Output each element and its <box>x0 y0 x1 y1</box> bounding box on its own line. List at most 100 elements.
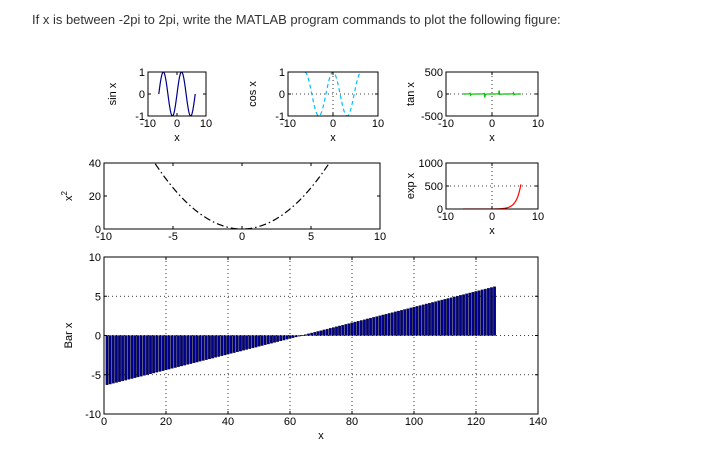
bar <box>263 335 267 345</box>
x-tick-label: 10 <box>374 231 386 243</box>
bar <box>189 335 193 364</box>
bar <box>366 318 369 336</box>
exp-ylabel: exp x <box>405 172 417 199</box>
bar <box>406 308 410 336</box>
exp-axes-box <box>445 162 539 210</box>
bar <box>449 297 453 336</box>
bar <box>167 335 171 370</box>
bar <box>325 328 329 336</box>
x-tick-label: 10 <box>372 118 384 130</box>
bar <box>108 335 112 385</box>
bar <box>186 335 190 365</box>
bar <box>437 300 441 336</box>
bar <box>214 335 217 358</box>
bar <box>428 303 431 336</box>
y-tick-label: 5 <box>95 291 101 303</box>
bar <box>474 291 478 336</box>
y-tick-label: 0 <box>279 89 285 101</box>
bar <box>353 321 357 336</box>
x-tick-label: 80 <box>346 416 358 428</box>
bar <box>208 335 211 360</box>
x-tick-label: 140 <box>529 416 547 428</box>
bar <box>177 335 180 367</box>
x-tick-label: 0 <box>330 118 336 130</box>
tan-ylabel: tan x <box>405 82 417 106</box>
bar <box>155 335 159 373</box>
x-tick-label: -5 <box>168 231 178 243</box>
bar <box>397 310 400 336</box>
bar <box>204 335 208 360</box>
bar <box>121 335 124 382</box>
bar <box>301 335 304 337</box>
x-tick-label: 100 <box>405 416 423 428</box>
y-tick-label: 1 <box>279 67 285 79</box>
sin-data <box>158 72 196 116</box>
y-tick-label: 500 <box>425 67 443 79</box>
sin-series-line <box>158 72 196 116</box>
bar <box>431 302 434 336</box>
bar <box>462 294 465 336</box>
exp-xlabel: x <box>489 225 495 237</box>
y-tick-label: -10 <box>85 409 101 421</box>
bar <box>149 335 152 374</box>
sq-series-line <box>154 163 330 229</box>
bar <box>363 319 366 336</box>
bar <box>440 299 444 336</box>
bar <box>375 316 379 336</box>
bar <box>111 335 115 384</box>
bar <box>387 313 391 336</box>
tan-series-line <box>463 90 521 98</box>
bar <box>273 335 276 343</box>
bar <box>248 335 252 349</box>
bar <box>133 335 137 378</box>
bar <box>381 314 385 336</box>
bar <box>313 332 317 336</box>
x-tick-label: -10 <box>140 118 156 130</box>
bar <box>328 328 332 336</box>
x-tick-label: 0 <box>489 211 495 223</box>
bar <box>242 335 245 351</box>
bar <box>161 335 165 371</box>
bar <box>490 287 493 336</box>
tan-data <box>463 90 521 98</box>
bar <box>465 293 469 336</box>
bar <box>139 335 143 377</box>
bar <box>235 335 239 353</box>
x-tick-label: 5 <box>308 231 314 243</box>
bar <box>201 335 205 361</box>
tan-xlabel: x <box>489 132 495 144</box>
bar <box>291 335 295 338</box>
y-tick-label: 1 <box>139 67 145 79</box>
bar <box>443 299 447 336</box>
bar <box>146 335 149 375</box>
y-tick-label: 0 <box>139 89 145 101</box>
bar <box>270 335 273 344</box>
bar <box>369 317 372 336</box>
bar <box>170 335 174 369</box>
bar <box>217 335 221 357</box>
bar <box>239 335 242 352</box>
bar <box>304 334 307 336</box>
bar <box>332 327 335 336</box>
bar <box>115 335 118 383</box>
bar <box>390 312 394 336</box>
bar <box>294 335 298 338</box>
bar <box>409 307 413 336</box>
bar <box>356 321 360 336</box>
x-tick-label: 0 <box>489 118 495 130</box>
bar <box>297 335 301 337</box>
bar <box>192 335 196 363</box>
bar <box>468 292 472 336</box>
bar <box>384 314 388 336</box>
sq-chart: -10 -5 0 5 10 0 20 40 x2 <box>60 158 386 243</box>
bar <box>276 335 279 342</box>
bar <box>220 335 224 356</box>
bar <box>394 311 397 336</box>
bar <box>319 330 323 336</box>
x-tick-label: 20 <box>160 416 172 428</box>
bar <box>493 286 496 336</box>
bar <box>260 335 264 346</box>
question-text: If x is between -2pi to 2pi, write the M… <box>32 12 561 27</box>
